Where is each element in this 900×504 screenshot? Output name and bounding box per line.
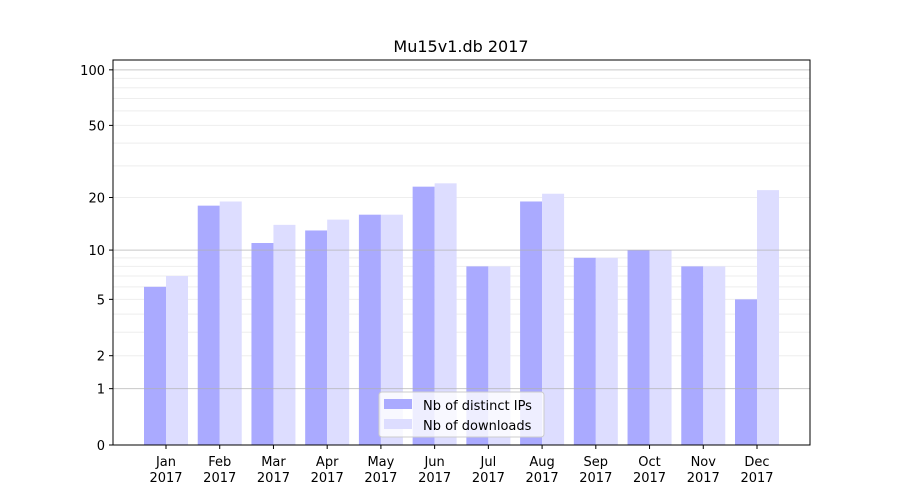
bar-downloads — [649, 250, 672, 445]
bar-distinct-ips — [520, 201, 543, 445]
x-tick-label: May 2017 — [364, 455, 397, 486]
bar-downloads — [273, 224, 296, 445]
y-tick-label: 0 — [97, 439, 105, 454]
legend-swatch — [384, 419, 412, 429]
bar-downloads — [542, 193, 565, 445]
bar-downloads — [380, 214, 403, 445]
bar-distinct-ips — [197, 205, 220, 445]
chart-title: Mu15v1.db 2017 — [393, 37, 528, 56]
x-tick-label: Nov 2017 — [687, 455, 720, 486]
bar-distinct-ips — [358, 214, 381, 445]
x-tick-label: Jun 2017 — [418, 455, 451, 486]
x-tick-label: Sep 2017 — [579, 455, 612, 486]
x-tick-label: Apr 2017 — [311, 455, 344, 486]
bar-distinct-ips — [412, 186, 435, 446]
plot-frame — [112, 59, 811, 446]
legend: Nb of distinct IPs Nb of downloads — [378, 391, 545, 438]
y-tick-label: 100 — [80, 64, 105, 79]
y-tick-label: 10 — [88, 244, 105, 259]
bar-downloads — [757, 190, 779, 445]
bar-downloads — [703, 266, 726, 445]
bar-distinct-ips — [144, 286, 166, 445]
y-tick-label: 1 — [97, 383, 105, 398]
bar-downloads — [327, 219, 350, 445]
legend-label: Nb of distinct IPs — [423, 399, 532, 414]
bar-distinct-ips — [735, 299, 757, 445]
x-tick-label: Mar 2017 — [257, 455, 290, 486]
x-tick-label: Feb 2017 — [203, 455, 236, 486]
bar-distinct-ips — [681, 266, 704, 445]
y-tick-label: 50 — [88, 119, 105, 134]
x-tick-label: Aug 2017 — [526, 455, 559, 486]
y-tick-label: 5 — [97, 293, 105, 308]
y-tick-label: 20 — [88, 192, 105, 207]
bar-distinct-ips — [251, 243, 274, 445]
x-tick-label: Oct 2017 — [633, 455, 666, 486]
bar-downloads — [166, 275, 188, 445]
bar-distinct-ips — [305, 230, 328, 445]
legend-label: Nb of downloads — [423, 419, 532, 434]
legend-swatch — [384, 399, 412, 409]
legend-box — [378, 391, 545, 438]
bar-downloads — [434, 183, 457, 445]
x-tick-label: Jul 2017 — [472, 455, 505, 486]
bar-distinct-ips — [573, 257, 596, 445]
y-tick-label: 2 — [97, 350, 105, 365]
bar-distinct-ips — [627, 250, 650, 445]
x-tick-label: Dec 2017 — [740, 455, 773, 486]
bar-downloads — [595, 257, 618, 445]
x-tick-label: Jan 2017 — [149, 455, 182, 486]
bar-downloads — [219, 201, 242, 445]
